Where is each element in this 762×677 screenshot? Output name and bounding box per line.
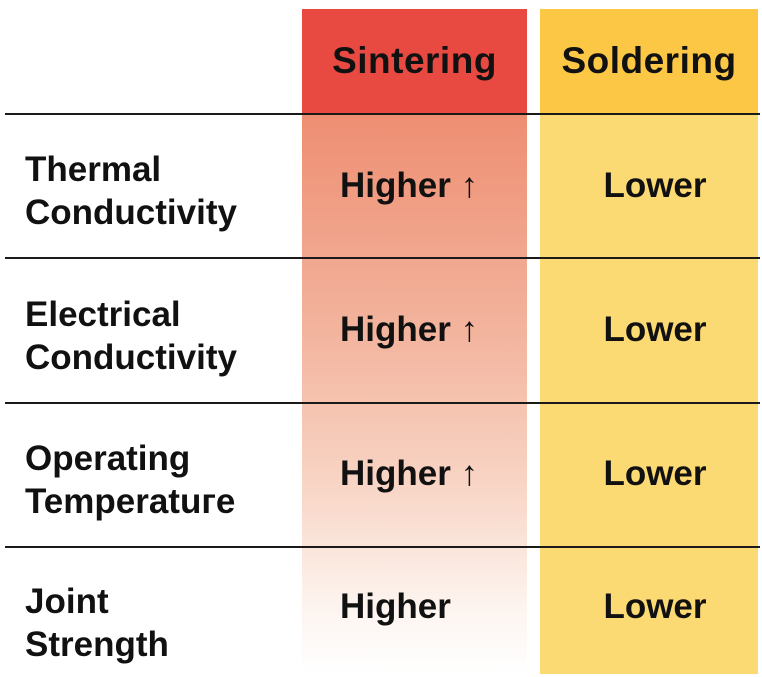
- row-divider: [5, 546, 760, 548]
- row-label-operating-temperature: Operating Temperatuгe: [25, 437, 235, 523]
- row-label-line1: Joint: [25, 582, 109, 621]
- soldering-column-bg: [540, 114, 758, 674]
- row-divider: [5, 113, 760, 115]
- soldering-cell-joint: Lower: [603, 587, 707, 626]
- row-label-line1: Thermal: [25, 150, 162, 189]
- row-label-line2: Strength: [25, 625, 169, 664]
- soldering-column-header: Soldering: [561, 40, 737, 81]
- soldering-header-bg: [540, 9, 758, 114]
- sintering-cell-joint: Higher: [340, 587, 451, 626]
- soldering-cell-thermal: Lower: [603, 166, 707, 205]
- row-label-joint-strength: Joint Strength: [25, 580, 169, 666]
- row-label-line2: Conductivity: [25, 193, 237, 232]
- sintering-column-bg: [302, 114, 527, 674]
- sintering-cell-electrical: Higher ↑: [340, 310, 479, 349]
- sintering-cell-thermal: Higher ↑: [340, 166, 479, 205]
- soldering-cell-operating: Lower: [603, 454, 707, 493]
- sintering-column-header: Sintering: [332, 40, 497, 81]
- row-label-electrical-conductivity: Electrical Conductivity: [25, 293, 237, 379]
- row-divider: [5, 402, 760, 404]
- row-label-line2: Temperatuгe: [25, 482, 236, 521]
- row-label-line1: Electrical: [25, 295, 181, 334]
- sintering-cell-operating: Higher ↑: [340, 454, 479, 493]
- sintering-header-bg: [302, 9, 527, 114]
- row-label-line1: Operating: [25, 439, 191, 478]
- row-label-thermal-conductivity: Thermal Conductivity: [25, 148, 237, 234]
- soldering-cell-electrical: Lower: [603, 310, 707, 349]
- row-divider: [5, 257, 760, 259]
- row-label-line2: Conductivity: [25, 338, 237, 377]
